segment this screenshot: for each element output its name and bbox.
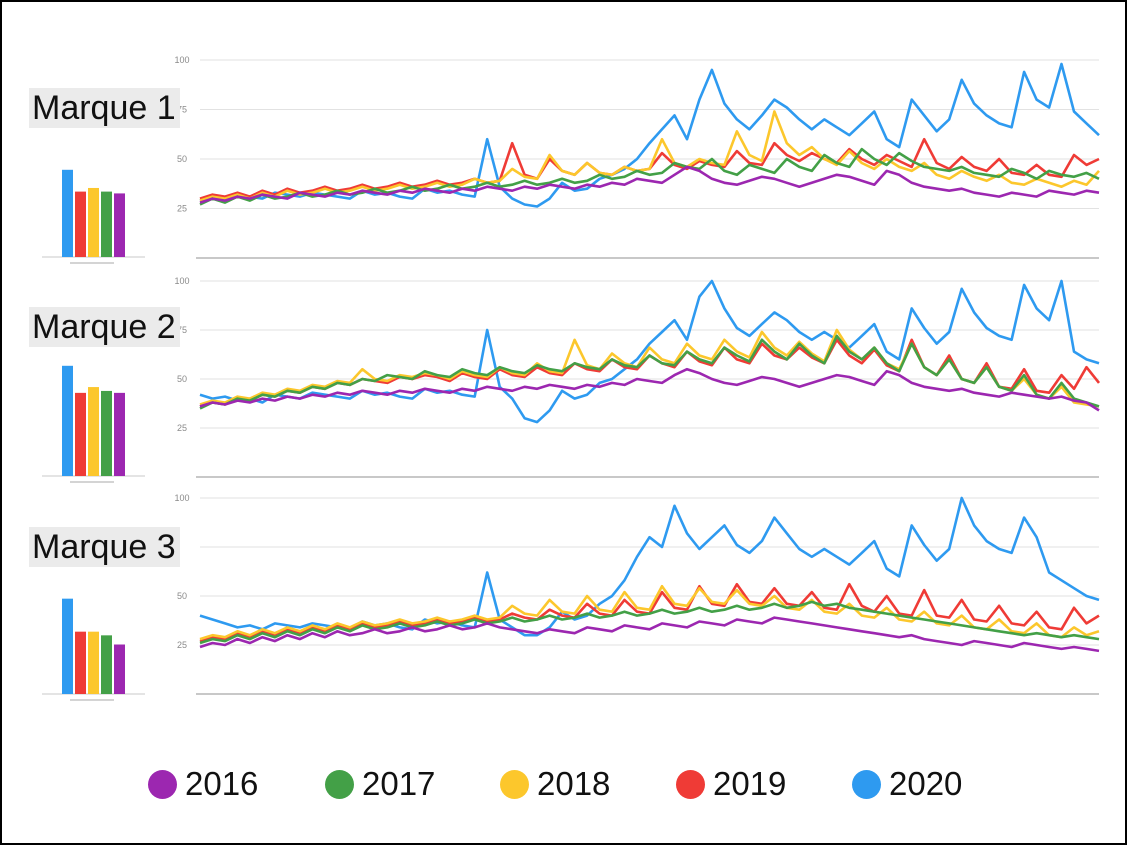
y-tick-label: 100 [174,276,189,286]
summary-bar-2020 [62,598,73,694]
summary-bar-2017 [101,191,112,257]
y-tick-label: 25 [177,640,187,650]
summary-bar-2017 [101,635,112,694]
y-tick-label: 25 [177,423,187,433]
legend-swatch-2020 [852,769,881,799]
summary-bar-2019 [75,392,86,476]
summary-bar-2020 [62,169,73,257]
summary-bar-2019 [75,191,86,257]
legend-item-2019: 2019 [676,762,786,806]
y-tick-label: 75 [177,325,187,335]
legend-item-2020: 2020 [852,762,962,806]
y-tick-label: 100 [174,493,189,503]
legend-swatch-2016 [148,769,177,799]
summary-bar-2019 [75,631,86,694]
summary-bar-2016 [114,392,125,476]
legend-item-2017: 2017 [325,762,435,806]
summary-bar-caption [70,699,114,701]
legend-label-2018: 2018 [537,765,611,802]
panel-label-marque-2: Marque 2 [29,307,180,347]
summary-bar-caption [70,262,114,264]
series-line-2016 [199,616,1100,653]
series-line-2016 [199,367,1100,412]
panel-1: 100 75 50 25 [42,55,1100,264]
summary-bar-2018 [88,387,99,476]
series-line-2017 [199,334,1100,410]
panel-2: 100 75 50 25 [42,276,1101,483]
summary-bar-2016 [114,644,125,694]
series-line-2018 [199,110,1100,202]
summary-bar-2020 [62,365,73,476]
series-line-2017 [199,600,1100,645]
summary-bar-2017 [101,390,112,476]
legend-label-2019: 2019 [713,765,787,802]
y-tick-label: 25 [177,204,187,214]
legend-item-2018: 2018 [500,762,610,806]
y-tick-label: 50 [177,154,187,164]
y-tick-label: 50 [177,591,187,601]
legend-swatch-2017 [325,769,354,799]
y-tick-label: 50 [177,374,187,384]
y-tick-label: 75 [177,105,187,115]
panel-3: 100 50 25 [42,493,1100,701]
summary-bar-2018 [88,187,99,257]
series-line-2020 [199,279,1100,424]
panel-label-marque-1: Marque 1 [29,88,180,128]
series-line-2016 [199,165,1100,204]
summary-bar-caption [70,481,114,483]
series-line-2018 [199,584,1100,641]
y-tick-label: 100 [174,55,189,65]
legend-swatch-2018 [500,769,529,799]
summary-bar-2018 [88,631,99,694]
summary-bar-2016 [114,193,125,257]
legend-swatch-2019 [676,769,705,799]
series-line-2020 [199,62,1100,208]
legend: 2016 2017 2018 2019 2020 [2,762,1125,806]
legend-label-2017: 2017 [362,765,436,802]
panel-label-marque-3: Marque 3 [29,527,180,567]
legend-label-2020: 2020 [889,765,963,802]
legend-label-2016: 2016 [185,765,259,802]
legend-item-2016: 2016 [148,762,258,806]
